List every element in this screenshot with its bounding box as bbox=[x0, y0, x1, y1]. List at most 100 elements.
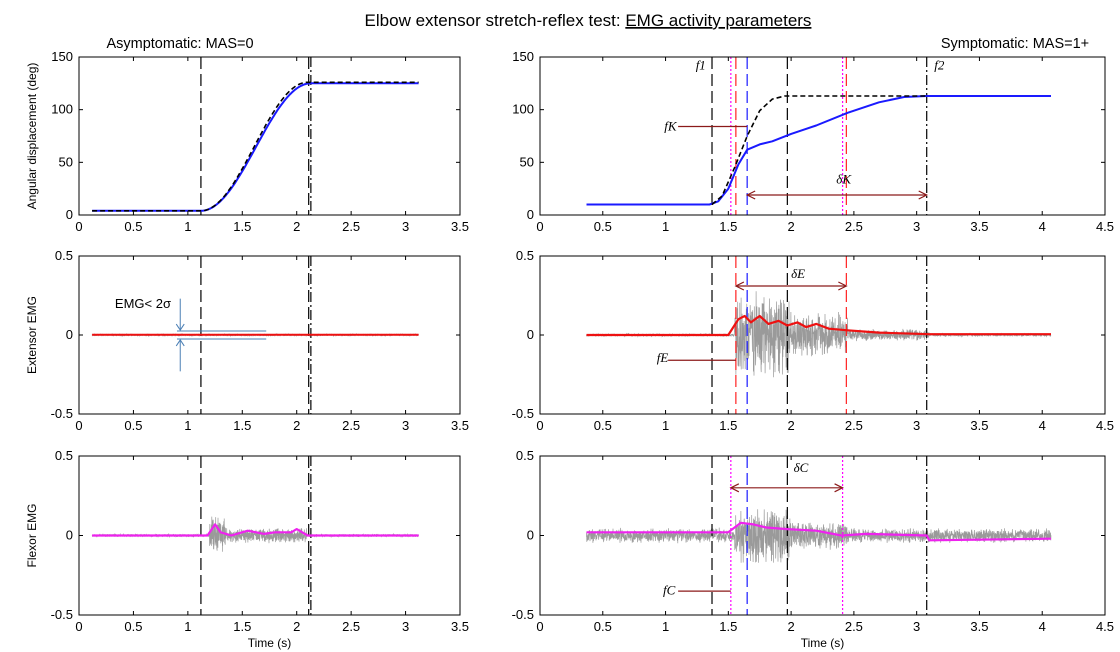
y-tick-label: 0.5 bbox=[55, 448, 73, 463]
annotation-0: fC bbox=[663, 582, 676, 597]
x-tick-label: 3 bbox=[913, 418, 920, 433]
annotation-2: fK bbox=[664, 119, 678, 134]
x-tick-label: 3.5 bbox=[970, 219, 988, 234]
axes-box bbox=[78, 56, 461, 216]
x-tick-label: 2.5 bbox=[845, 619, 863, 634]
x-tick-label: 2 bbox=[787, 418, 794, 433]
x-tick-label: 1 bbox=[184, 418, 191, 433]
x-tick-label: 0 bbox=[75, 619, 82, 634]
x-tick-label: 2.5 bbox=[845, 418, 863, 433]
reference-angle-line bbox=[92, 81, 419, 212]
plot-area bbox=[586, 57, 1051, 215]
y-tick-label: 150 bbox=[51, 49, 73, 64]
emg-envelope-line bbox=[92, 523, 419, 537]
x-tick-label: 0 bbox=[536, 418, 543, 433]
x-tick-label: 0.5 bbox=[594, 418, 612, 433]
x-tick-label: 4 bbox=[1039, 219, 1046, 234]
x-tick-label: 2 bbox=[787, 619, 794, 634]
panel-asym_angle: 0 0.5 1 1.5 2 2.5 3 3.5 0 50 100 150 Angular displac… bbox=[25, 49, 469, 234]
y-tick-label: -0.5 bbox=[512, 406, 534, 421]
x-tick-label: 1.5 bbox=[233, 619, 251, 634]
arrowhead-right bbox=[918, 190, 929, 200]
x-tick-label: 1 bbox=[662, 418, 669, 433]
measured-angle-line bbox=[586, 95, 1051, 206]
annotation-0: fE bbox=[657, 350, 669, 365]
x-axis-label: Time (s) bbox=[801, 636, 845, 650]
x-tick-label: 2 bbox=[293, 619, 300, 634]
x-tick-label: 0 bbox=[75, 418, 82, 433]
panel-sym_angle: f1 f2 fK δK 0 0.5 1 1.5 2 2.5 3 3.5 4 4.5 0 50 100 150 bbox=[512, 49, 1114, 234]
x-tick-label: 4.5 bbox=[1096, 418, 1114, 433]
threshold-arrowhead-down bbox=[175, 323, 185, 331]
y-axis-label: Flexor EMG bbox=[25, 503, 39, 567]
threshold-arrowhead-up bbox=[175, 339, 185, 347]
x-tick-label: 2.5 bbox=[342, 418, 360, 433]
y-tick-label: 0.5 bbox=[516, 448, 534, 463]
y-axis-label: Angular displacement (deg) bbox=[25, 63, 39, 210]
right-column-heading: Symptomatic: MAS=1+ bbox=[941, 36, 1089, 52]
x-tick-label: 0.5 bbox=[124, 619, 142, 634]
y-tick-label: 0.5 bbox=[55, 248, 73, 263]
y-tick-label: 0 bbox=[527, 207, 534, 222]
reference-angle-line bbox=[711, 95, 927, 206]
x-tick-label: 0.5 bbox=[594, 219, 612, 234]
x-tick-label: 3.5 bbox=[451, 619, 469, 634]
annotation-3: δK bbox=[836, 171, 852, 186]
x-tick-label: 1 bbox=[662, 219, 669, 234]
y-tick-label: -0.5 bbox=[51, 406, 73, 421]
x-tick-label: 4 bbox=[1039, 418, 1046, 433]
axes-box bbox=[539, 56, 1106, 216]
y-tick-label: 0.5 bbox=[516, 248, 534, 263]
raw-emg-trace bbox=[586, 509, 1052, 563]
annotation-1: f2 bbox=[934, 58, 945, 73]
x-tick-label: 0 bbox=[536, 619, 543, 634]
x-tick-label: 4.5 bbox=[1096, 219, 1114, 234]
y-tick-label: 0 bbox=[66, 528, 73, 543]
left-column-heading: Asymptomatic: MAS=0 bbox=[106, 36, 253, 52]
annotation-0: f1 bbox=[696, 58, 706, 73]
y-tick-label: 100 bbox=[51, 102, 73, 117]
panel-asym_ext: EMG< 2σ0 0.5 1 1.5 2 2.5 3 3.5-0.500.5Extensor … bbox=[25, 248, 469, 433]
y-tick-label: 100 bbox=[512, 102, 534, 117]
x-tick-label: 0.5 bbox=[124, 219, 142, 234]
arrowhead-left bbox=[729, 483, 740, 493]
figure-title-prefix: Elbow extensor stretch-reflex test: bbox=[365, 11, 626, 30]
annotation-1: δE bbox=[791, 266, 805, 281]
y-axis-label: Extensor EMG bbox=[25, 296, 39, 374]
x-tick-label: 0 bbox=[75, 219, 82, 234]
annotation-0: EMG< 2σ bbox=[115, 296, 171, 311]
x-tick-label: 3 bbox=[913, 219, 920, 234]
x-tick-label: 3 bbox=[402, 219, 409, 234]
x-tick-label: 4.5 bbox=[1096, 619, 1114, 634]
y-tick-label: 0 bbox=[527, 327, 534, 342]
y-tick-label: 50 bbox=[59, 154, 73, 169]
arrowhead-left bbox=[734, 281, 745, 291]
x-tick-label: 1 bbox=[662, 619, 669, 634]
x-tick-label: 1.5 bbox=[719, 619, 737, 634]
arrowhead-right bbox=[834, 483, 844, 493]
x-tick-label: 0 bbox=[536, 219, 543, 234]
y-tick-label: 0 bbox=[527, 528, 534, 543]
x-tick-label: 3 bbox=[402, 418, 409, 433]
x-tick-label: 2 bbox=[787, 219, 794, 234]
x-tick-label: 1.5 bbox=[233, 418, 251, 433]
x-tick-label: 2 bbox=[293, 219, 300, 234]
measured-angle-line bbox=[92, 82, 419, 212]
plot-area bbox=[586, 456, 1052, 615]
x-tick-label: 3 bbox=[913, 619, 920, 634]
y-tick-label: 150 bbox=[512, 49, 534, 64]
x-axis-label: Time (s) bbox=[248, 636, 292, 650]
x-tick-label: 1.5 bbox=[233, 219, 251, 234]
raw-emg-trace bbox=[91, 516, 419, 552]
y-tick-label: 50 bbox=[520, 154, 534, 169]
plot-area bbox=[91, 256, 419, 414]
x-tick-label: 1.5 bbox=[719, 418, 737, 433]
axes-box bbox=[539, 455, 1106, 616]
x-tick-label: 2.5 bbox=[342, 619, 360, 634]
figure-title-underlined: EMG activity parameters bbox=[625, 11, 811, 30]
arrowhead-left bbox=[745, 190, 756, 200]
